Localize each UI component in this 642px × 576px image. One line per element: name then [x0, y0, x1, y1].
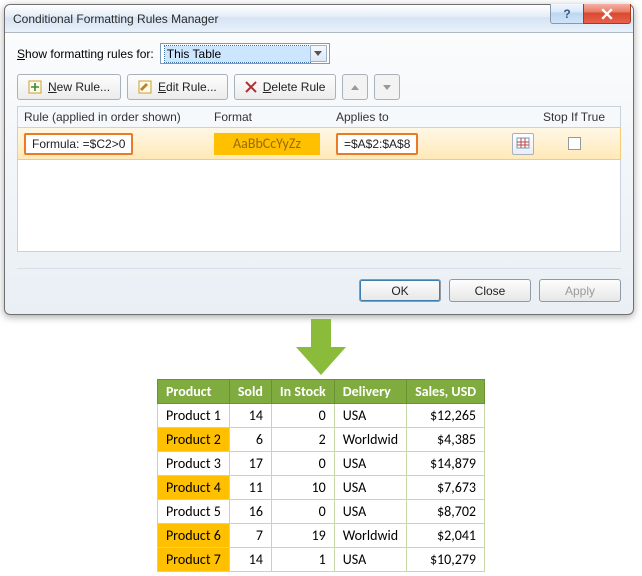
cell-product[interactable]: Product 2 [157, 428, 229, 452]
titlebar: Conditional Formatting Rules Manager ? [5, 5, 633, 33]
col-applies: Applies to [336, 110, 534, 124]
cell-delivery[interactable]: USA [334, 476, 406, 500]
cell-sold[interactable]: 14 [229, 404, 271, 428]
cell-stock[interactable]: 2 [271, 428, 334, 452]
cell-sales[interactable]: $12,265 [407, 404, 485, 428]
table-row: Product 262Worldwid$4,385 [157, 428, 484, 452]
cell-stock[interactable]: 0 [271, 404, 334, 428]
col-header: Product [157, 380, 229, 404]
cell-sales[interactable]: $14,879 [407, 452, 485, 476]
chevron-down-icon [310, 45, 327, 62]
cell-stock[interactable]: 10 [271, 476, 334, 500]
scope-dropdown[interactable]: This Table [160, 43, 330, 64]
col-header: Delivery [334, 380, 406, 404]
stop-if-true-checkbox[interactable] [568, 137, 581, 150]
cell-stock[interactable]: 19 [271, 524, 334, 548]
rules-header: Rule (applied in order shown) Format App… [17, 106, 621, 128]
rule-row[interactable]: Formula: =$C2>0 AaBbCcYyZz =$A$2:$A$8 [17, 128, 621, 160]
cell-delivery[interactable]: USA [334, 500, 406, 524]
col-header: Sales, USD [407, 380, 485, 404]
cell-delivery[interactable]: Worldwid [334, 428, 406, 452]
show-rules-label: Show formatting rules for: [17, 47, 154, 61]
cell-sold[interactable]: 7 [229, 524, 271, 548]
cell-sales[interactable]: $7,673 [407, 476, 485, 500]
scope-selected: This Table [165, 46, 310, 62]
cell-sales[interactable]: $10,279 [407, 548, 485, 572]
col-stop: Stop If True [534, 110, 614, 124]
move-down-button[interactable] [374, 74, 400, 100]
cell-stock[interactable]: 0 [271, 500, 334, 524]
cell-sales[interactable]: $8,702 [407, 500, 485, 524]
delete-rule-button[interactable]: Delete Rule [234, 74, 337, 100]
grid-icon [516, 137, 530, 151]
table-row: Product 6719Worldwid$2,041 [157, 524, 484, 548]
table-row: Product 41110USA$7,673 [157, 476, 484, 500]
move-up-button[interactable] [342, 74, 368, 100]
close-window-button[interactable] [583, 4, 631, 24]
col-header: Sold [229, 380, 271, 404]
cell-product[interactable]: Product 7 [157, 548, 229, 572]
delete-icon [245, 81, 257, 93]
ok-button[interactable]: OK [359, 279, 441, 302]
col-header: In Stock [271, 380, 334, 404]
new-rule-button[interactable]: New Rule... [17, 74, 121, 100]
range-picker-button[interactable] [512, 133, 534, 155]
dialog-title: Conditional Formatting Rules Manager [13, 12, 218, 26]
rules-empty-area [17, 160, 621, 252]
cell-delivery[interactable]: Worldwid [334, 524, 406, 548]
table-row: Product 5160USA$8,702 [157, 500, 484, 524]
cell-delivery[interactable]: USA [334, 548, 406, 572]
cell-sold[interactable]: 6 [229, 428, 271, 452]
cell-sold[interactable]: 16 [229, 500, 271, 524]
rules-toolbar: New Rule... Edit Rule... Delete Rule [17, 74, 621, 100]
cell-product[interactable]: Product 6 [157, 524, 229, 548]
cell-stock[interactable]: 1 [271, 548, 334, 572]
col-format: Format [214, 110, 336, 124]
table-row: Product 7141USA$10,279 [157, 548, 484, 572]
cell-sales[interactable]: $4,385 [407, 428, 485, 452]
result-table: ProductSoldIn StockDeliverySales, USD Pr… [157, 379, 485, 572]
cell-stock[interactable]: 0 [271, 452, 334, 476]
cell-product[interactable]: Product 4 [157, 476, 229, 500]
cell-product[interactable]: Product 3 [157, 452, 229, 476]
col-rule: Rule (applied in order shown) [24, 110, 214, 124]
table-row: Product 3170USA$14,879 [157, 452, 484, 476]
cell-sales[interactable]: $2,041 [407, 524, 485, 548]
rule-formula: Formula: =$C2>0 [24, 133, 133, 155]
cell-delivery[interactable]: USA [334, 404, 406, 428]
edit-icon [138, 80, 152, 94]
cf-rules-manager-dialog: Conditional Formatting Rules Manager ? S… [4, 4, 634, 315]
new-icon [28, 80, 42, 94]
help-button[interactable]: ? [550, 4, 584, 24]
table-row: Product 1140USA$12,265 [157, 404, 484, 428]
format-preview: AaBbCcYyZz [214, 133, 320, 155]
cell-delivery[interactable]: USA [334, 452, 406, 476]
cell-product[interactable]: Product 5 [157, 500, 229, 524]
cell-sold[interactable]: 17 [229, 452, 271, 476]
applies-to-range[interactable]: =$A$2:$A$8 [336, 133, 418, 155]
apply-button[interactable]: Apply [539, 279, 621, 302]
result-arrow [4, 319, 638, 377]
edit-rule-button[interactable]: Edit Rule... [127, 74, 228, 100]
close-button[interactable]: Close [449, 279, 531, 302]
cell-sold[interactable]: 14 [229, 548, 271, 572]
cell-sold[interactable]: 11 [229, 476, 271, 500]
cell-product[interactable]: Product 1 [157, 404, 229, 428]
